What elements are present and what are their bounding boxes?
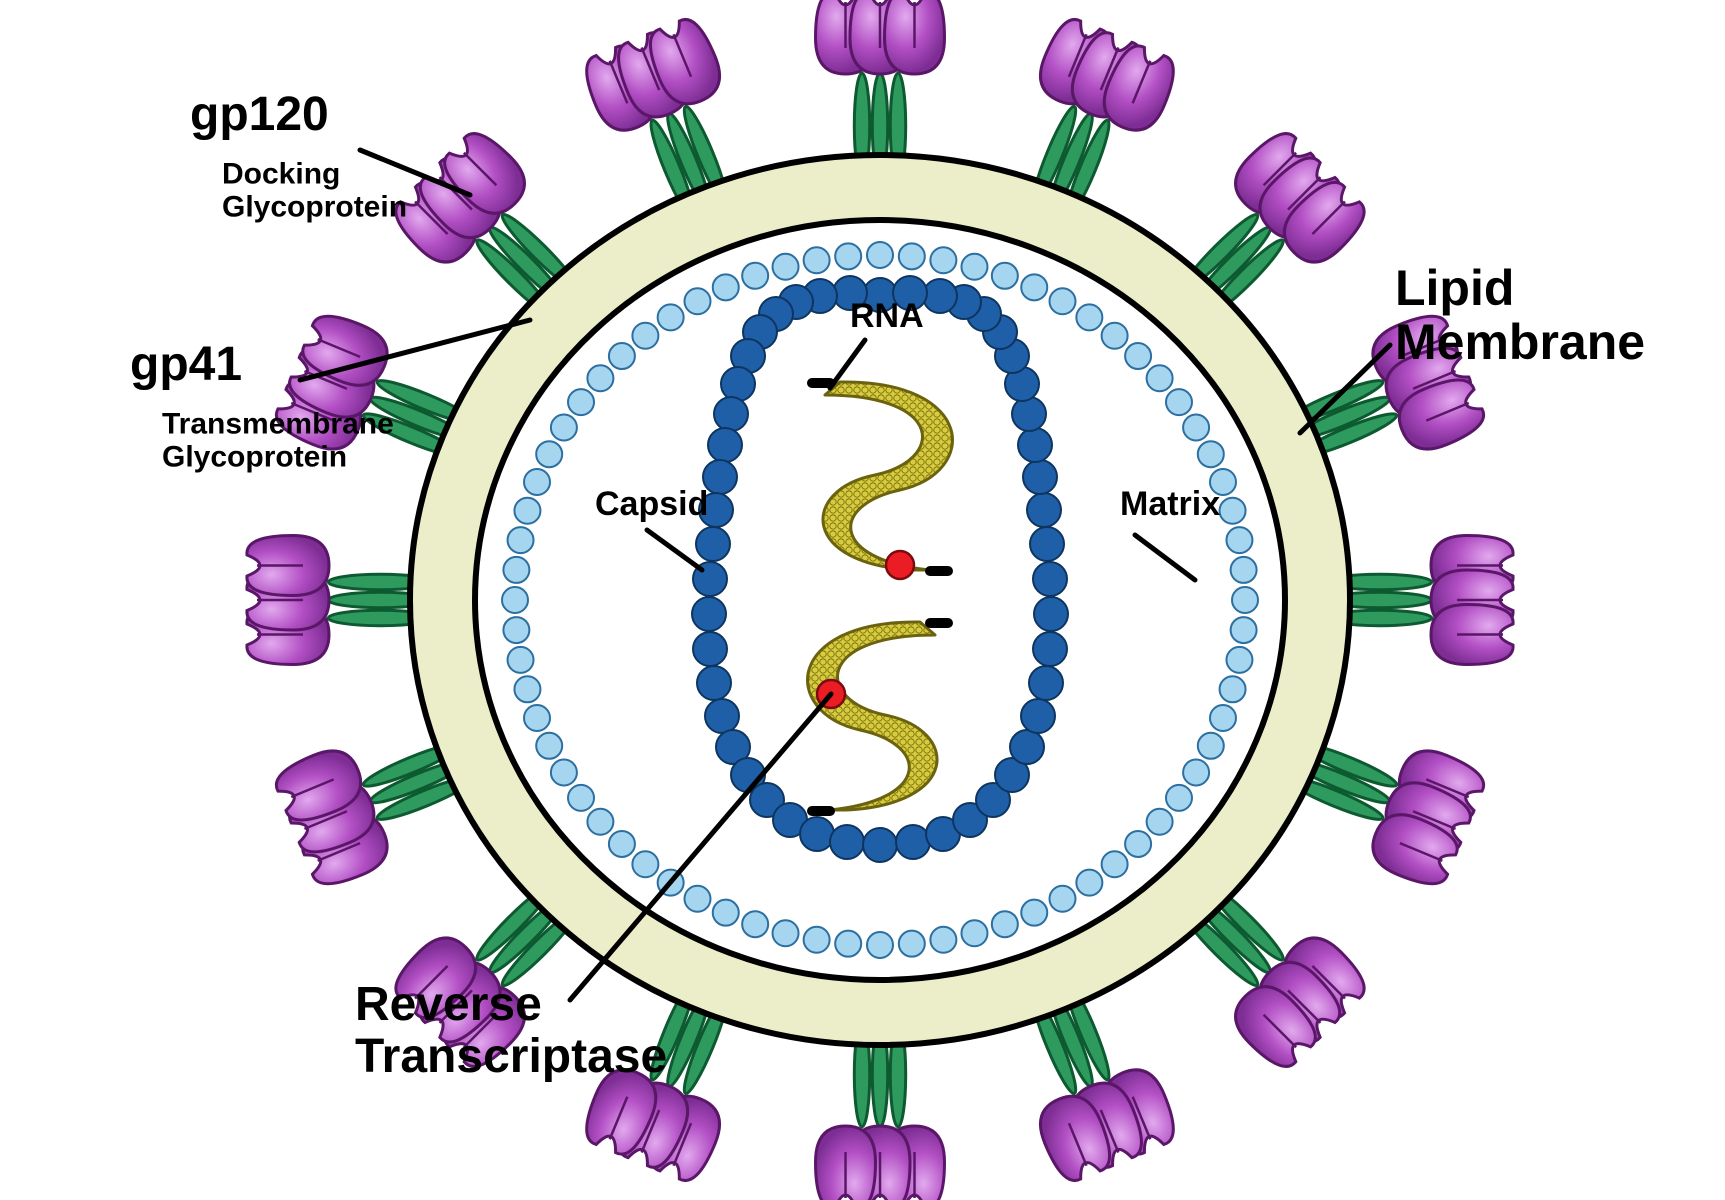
- capsid: [692, 276, 1068, 862]
- gp41-sub: Glycoprotein: [162, 441, 347, 474]
- gp120-title: gp120: [190, 88, 329, 141]
- rna-label: RNA: [850, 297, 924, 335]
- gp120-bulb: [1431, 605, 1513, 665]
- envelope-spike: [247, 536, 433, 665]
- lipid_membrane-label: LipidMembrane: [1395, 260, 1645, 370]
- envelope-spike: [816, 1022, 945, 1200]
- reverse_transcriptase-title: Transcriptase: [355, 1030, 667, 1083]
- capsid-title: Capsid: [595, 485, 708, 523]
- rna-title: RNA: [850, 297, 924, 335]
- gp41-sub: Transmembrane: [162, 408, 394, 441]
- matrix-title: Matrix: [1120, 485, 1220, 523]
- gp120-sub: Docking: [222, 158, 340, 191]
- reverse_transcriptase-label: ReverseTranscriptase: [355, 978, 667, 1083]
- gp120-bulb: [885, 0, 945, 74]
- gp120-bulb: [816, 1126, 876, 1200]
- lipid_membrane-title: Lipid: [1395, 260, 1514, 316]
- matrix-label: Matrix: [1120, 485, 1220, 523]
- lipid_membrane-title: Membrane: [1395, 314, 1645, 370]
- gp41-title: gp41: [130, 338, 242, 391]
- gp120-sub: Glycoprotein: [222, 191, 407, 224]
- reverse_transcriptase-title: Reverse: [355, 978, 542, 1031]
- reverse-transcriptase-dot: [886, 551, 914, 579]
- envelope-spike: [816, 0, 945, 178]
- envelope-spike: [1327, 536, 1513, 665]
- gp120-bulb: [247, 536, 329, 596]
- capsid-label: Capsid: [595, 485, 708, 523]
